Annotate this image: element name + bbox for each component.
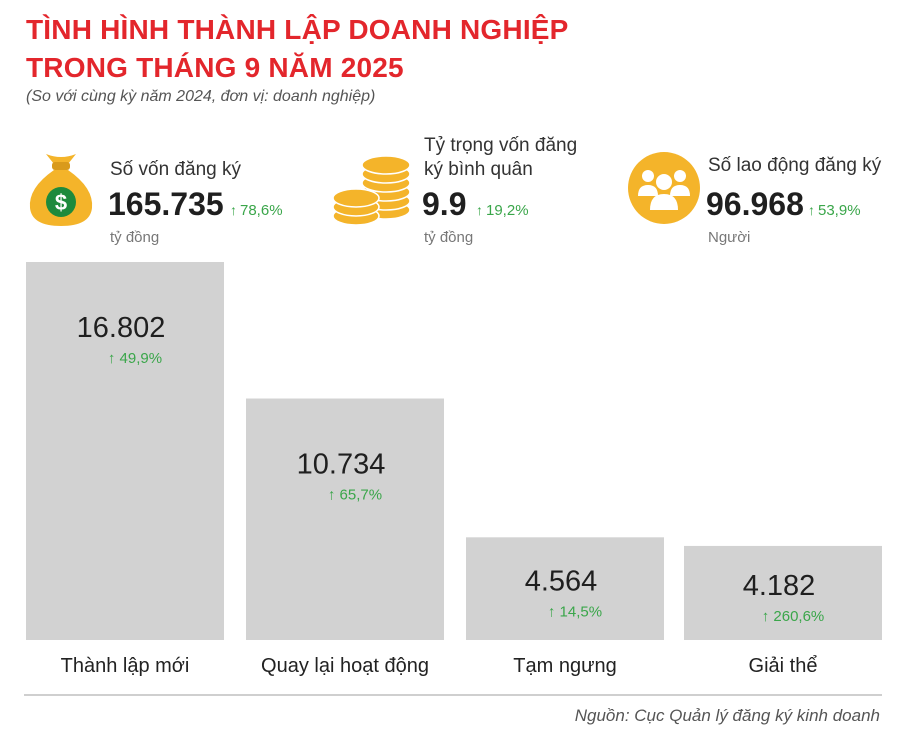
stat-average-capital-unit: tỷ đồng — [424, 229, 474, 246]
coins-icon — [332, 155, 411, 226]
footer-divider — [24, 694, 882, 696]
title-line-1: TÌNH HÌNH THÀNH LẬP DOANH NGHIỆP — [26, 14, 569, 45]
bar-value-label: 10.734 — [297, 449, 386, 481]
up-arrow-icon: ↑ — [476, 202, 483, 218]
bar-giai-the — [684, 545, 882, 640]
source-note: Nguồn: Cục Quản lý đăng ký kinh doanh — [574, 706, 880, 725]
svg-text:$: $ — [55, 190, 67, 215]
bar-value-label: 4.564 — [525, 566, 598, 598]
bar-change-label: ↑ 14,5% — [548, 604, 602, 621]
bar-value-label: 4.182 — [743, 570, 816, 602]
stat-labor-value: 96.968 — [706, 186, 804, 222]
stat-average-capital-label: Tỷ trọng vốn đăng ký bình quân — [424, 135, 578, 180]
stat-labor-change: ↑ 53,9% — [808, 202, 861, 219]
category-label-giai-the: Giải thể — [749, 655, 818, 677]
stat-average-capital-value: 9.9 — [422, 186, 467, 222]
bar-tam-ngung — [466, 537, 664, 640]
money-bag-icon: $ — [29, 154, 93, 226]
bar-value-label: 16.802 — [77, 312, 166, 344]
bar-thanh-lap-moi — [26, 262, 224, 640]
category-label-thanh-lap-moi: Thành lập mới — [61, 655, 190, 677]
bar-change-label: ↑ 49,9% — [108, 350, 162, 367]
stat-capital-value: 165.735 — [108, 186, 224, 222]
category-label-tam-ngung: Tạm ngưng — [513, 655, 616, 677]
up-arrow-icon: ↑ — [230, 202, 237, 218]
stat-average-capital-change: ↑ 19,2% — [476, 202, 529, 219]
subtitle: (So với cùng kỳ năm 2024, đơn vị: doanh … — [26, 88, 376, 105]
bar-quay-lai-hoat-dong — [246, 398, 444, 640]
stat-capital-change: ↑ 78,6% — [230, 202, 283, 219]
category-label-quay-lai-hoat-dong: Quay lại hoạt động — [261, 655, 429, 677]
stat-capital-label: Số vốn đăng ký — [110, 159, 241, 180]
title-line-2: TRONG THÁNG 9 NĂM 2025 — [26, 52, 404, 83]
people-icon — [628, 152, 700, 224]
bar-chart: 16.802 ↑ 49,9% Thành lập mới 10.734 ↑ 65,7% Q… — [26, 262, 882, 677]
stat-labor-unit: Người — [708, 229, 751, 246]
up-arrow-icon: ↑ — [808, 202, 815, 218]
bar-change-label: ↑ 65,7% — [328, 487, 382, 504]
stat-labor-label: Số lao động đăng ký — [708, 155, 882, 176]
stat-capital-unit: tỷ đồng — [110, 229, 160, 246]
bar-change-label: ↑ 260,6% — [762, 608, 825, 625]
